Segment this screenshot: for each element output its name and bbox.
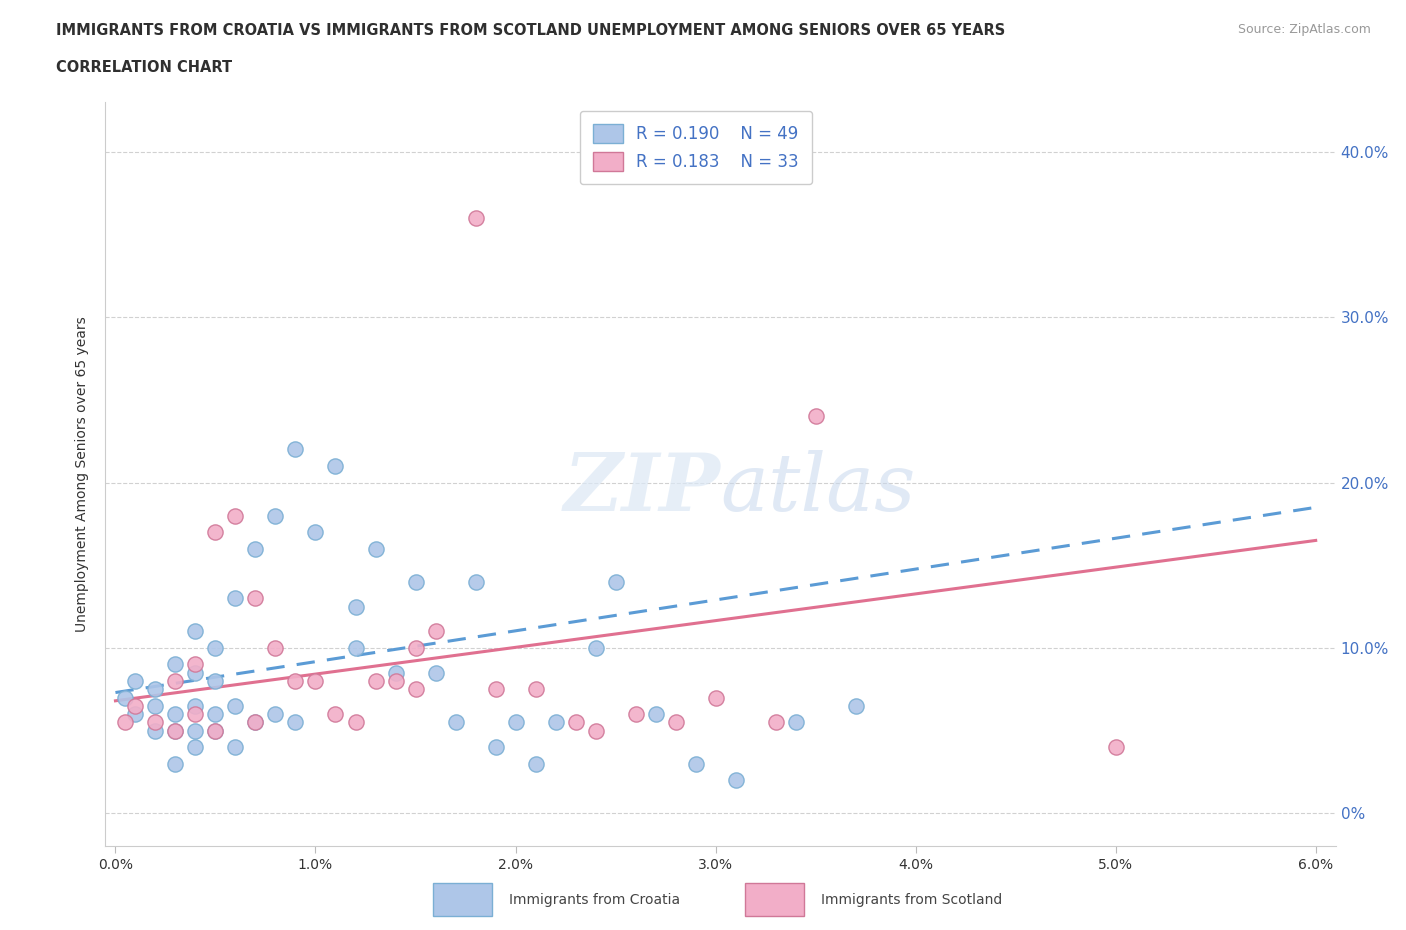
Text: Immigrants from Croatia: Immigrants from Croatia xyxy=(509,893,681,907)
Point xyxy=(124,707,146,722)
Point xyxy=(224,739,246,754)
Text: CORRELATION CHART: CORRELATION CHART xyxy=(56,60,232,75)
Point xyxy=(585,724,607,738)
Point xyxy=(444,715,467,730)
Point xyxy=(184,657,207,671)
Point xyxy=(124,698,146,713)
Point xyxy=(344,715,367,730)
Point xyxy=(804,409,827,424)
Point xyxy=(284,442,307,457)
Point xyxy=(664,715,686,730)
Point xyxy=(245,715,267,730)
Point xyxy=(384,665,406,680)
Point xyxy=(1104,739,1126,754)
Point xyxy=(344,599,367,614)
Text: ZIP: ZIP xyxy=(564,450,721,528)
Point xyxy=(124,673,146,688)
Point xyxy=(384,673,406,688)
Point xyxy=(405,682,427,697)
Point xyxy=(685,756,707,771)
Point xyxy=(165,707,187,722)
Point xyxy=(325,458,347,473)
Y-axis label: Unemployment Among Seniors over 65 years: Unemployment Among Seniors over 65 years xyxy=(76,316,90,632)
Point xyxy=(165,724,187,738)
Point xyxy=(605,575,627,590)
Point xyxy=(184,624,207,639)
Point xyxy=(224,698,246,713)
Point xyxy=(264,707,287,722)
Point xyxy=(785,715,807,730)
Point xyxy=(165,673,187,688)
Point xyxy=(184,665,207,680)
Text: Source: ZipAtlas.com: Source: ZipAtlas.com xyxy=(1237,23,1371,36)
Point xyxy=(405,575,427,590)
Point xyxy=(464,210,486,225)
Point xyxy=(114,690,136,705)
Point xyxy=(204,525,226,539)
Point xyxy=(145,682,167,697)
Point xyxy=(325,707,347,722)
Point xyxy=(524,682,547,697)
Point xyxy=(524,756,547,771)
Point xyxy=(184,724,207,738)
Point xyxy=(564,715,586,730)
Point xyxy=(364,541,387,556)
Point xyxy=(585,641,607,656)
Point xyxy=(624,707,647,722)
Point xyxy=(644,707,666,722)
Point xyxy=(464,575,486,590)
Point xyxy=(364,673,387,688)
Point xyxy=(425,624,447,639)
Point xyxy=(704,690,727,705)
Point xyxy=(544,715,567,730)
Point xyxy=(264,641,287,656)
Point xyxy=(765,715,787,730)
Point xyxy=(344,641,367,656)
Text: atlas: atlas xyxy=(721,450,915,528)
Point xyxy=(145,715,167,730)
Point xyxy=(184,698,207,713)
Text: Immigrants from Scotland: Immigrants from Scotland xyxy=(821,893,1002,907)
Point xyxy=(224,591,246,605)
Point xyxy=(204,724,226,738)
Point xyxy=(405,641,427,656)
Point xyxy=(484,739,506,754)
Point xyxy=(304,673,326,688)
Point xyxy=(224,508,246,523)
Point xyxy=(484,682,506,697)
Point xyxy=(304,525,326,539)
Point xyxy=(204,707,226,722)
Point xyxy=(284,715,307,730)
FancyBboxPatch shape xyxy=(745,884,804,916)
Point xyxy=(184,739,207,754)
Point xyxy=(204,641,226,656)
Point xyxy=(184,707,207,722)
Legend: R = 0.190    N = 49, R = 0.183    N = 33: R = 0.190 N = 49, R = 0.183 N = 33 xyxy=(579,111,813,184)
Point xyxy=(264,508,287,523)
Point xyxy=(165,657,187,671)
Point xyxy=(425,665,447,680)
Point xyxy=(245,591,267,605)
Point xyxy=(204,673,226,688)
Point xyxy=(114,715,136,730)
Point xyxy=(245,541,267,556)
Point xyxy=(245,715,267,730)
Point xyxy=(505,715,527,730)
Point xyxy=(724,773,747,788)
Point xyxy=(204,724,226,738)
Point xyxy=(145,698,167,713)
Point xyxy=(284,673,307,688)
Point xyxy=(845,698,868,713)
Point xyxy=(165,724,187,738)
Point xyxy=(145,724,167,738)
Point xyxy=(165,756,187,771)
Text: IMMIGRANTS FROM CROATIA VS IMMIGRANTS FROM SCOTLAND UNEMPLOYMENT AMONG SENIORS O: IMMIGRANTS FROM CROATIA VS IMMIGRANTS FR… xyxy=(56,23,1005,38)
FancyBboxPatch shape xyxy=(433,884,492,916)
